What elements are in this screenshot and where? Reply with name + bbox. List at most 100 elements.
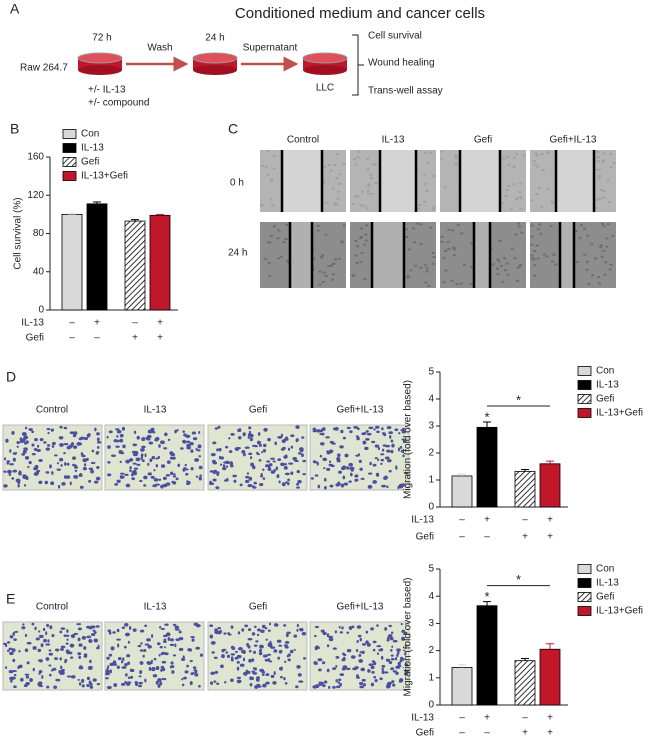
texture [277,257,281,260]
cell [326,451,331,455]
cell [58,436,64,440]
cell [384,475,388,479]
cell [72,463,75,467]
cell [213,469,217,473]
cell [112,631,116,634]
texture [417,207,421,210]
cell [285,436,288,440]
cell [315,684,320,689]
cell [69,643,75,648]
cell [66,638,69,641]
texture [362,204,366,207]
cell [332,685,336,689]
cell [48,664,52,667]
cell [131,470,135,475]
cell [161,660,167,664]
texture [470,242,474,245]
cell [14,451,18,454]
cell [404,672,408,676]
cell [135,457,141,462]
cell [399,445,403,449]
cell [157,678,162,683]
texture [316,229,320,232]
texture [454,154,458,157]
legend-swatch [577,578,592,588]
texture [363,243,367,246]
cell [275,466,279,471]
y-tick-label: 4 [428,591,434,602]
cell [77,627,82,631]
texture [327,164,331,167]
cell [343,482,349,486]
texture [518,225,522,228]
cell [242,432,246,437]
texture [331,187,335,190]
cell [132,453,138,457]
cell [238,436,242,440]
cell [246,670,251,674]
cell [284,682,288,685]
cell [343,653,347,657]
cell [197,444,202,449]
texture [519,182,523,185]
condition-mark: – [522,713,528,724]
cell [78,643,83,647]
condition-mark: – [459,713,465,724]
wound-gap [372,222,404,288]
cell [252,444,256,447]
cell [404,663,408,667]
cell [340,483,345,488]
cell [128,626,132,631]
y-tick-label: 4 [428,394,434,405]
column-label: Control [36,405,68,416]
cell [198,465,203,470]
cell [354,474,359,478]
texture [440,240,444,243]
texture [337,257,341,260]
texture [406,274,410,277]
cell [341,658,346,662]
cell [47,431,50,435]
cell [380,462,383,466]
condition-label: IL-13 [411,515,434,526]
y-tick-label: 1 [428,475,434,486]
panel-label: C [228,121,238,137]
cell [155,665,160,670]
cell [189,441,194,446]
cell [140,456,144,460]
texture [365,207,369,210]
texture [546,151,550,154]
cell [396,648,401,652]
texture [519,196,523,199]
texture [364,239,368,242]
cell [136,463,141,466]
cell [353,426,359,429]
cell [120,660,124,664]
cell [361,650,365,655]
cell [212,478,217,482]
texture [277,229,281,232]
cell [320,442,325,446]
cell [253,481,257,485]
cell [257,431,261,436]
cell [137,644,142,648]
cell [253,644,258,647]
texture [425,270,429,273]
cell [384,627,388,631]
texture [432,206,436,209]
wound-gap [380,150,416,212]
cell [33,447,38,451]
texture [327,265,331,268]
cell [288,462,294,465]
cell [386,638,390,642]
cell [79,485,84,489]
legend-swatch [577,380,592,390]
cell [130,473,134,477]
cell [83,646,87,650]
cell [260,629,265,633]
texture [530,235,534,238]
texture [606,179,610,182]
cell [50,481,55,486]
cell [124,623,129,627]
cell [16,445,19,449]
